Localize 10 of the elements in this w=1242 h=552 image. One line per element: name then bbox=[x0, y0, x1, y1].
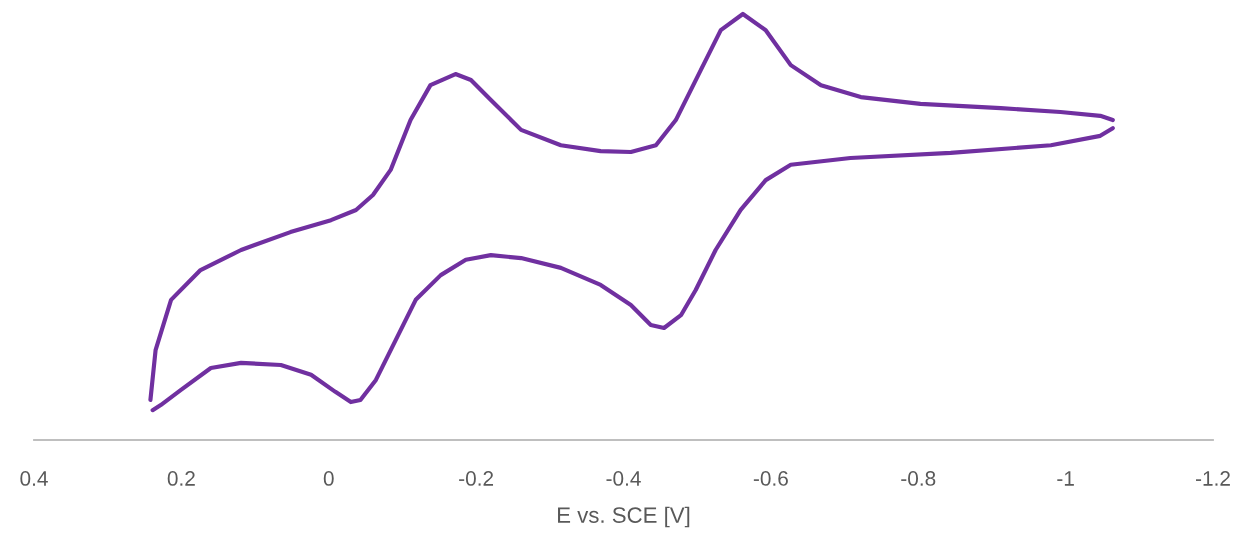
x-tick-label: 0.2 bbox=[167, 471, 195, 486]
x-tick-label: -1.2 bbox=[1195, 471, 1230, 486]
x-axis-title: E vs. SCE [V] bbox=[558, 506, 690, 528]
x-tick-label: -1 bbox=[1057, 471, 1074, 486]
x-tick-label: -0.4 bbox=[606, 471, 641, 486]
x-tick-label: -0.2 bbox=[459, 471, 494, 486]
x-tick-label: 0 bbox=[323, 471, 334, 486]
x-tick-label: -0.8 bbox=[901, 471, 936, 486]
x-tick-label: 0.4 bbox=[20, 471, 48, 486]
x-tick-label: -0.6 bbox=[753, 471, 788, 486]
